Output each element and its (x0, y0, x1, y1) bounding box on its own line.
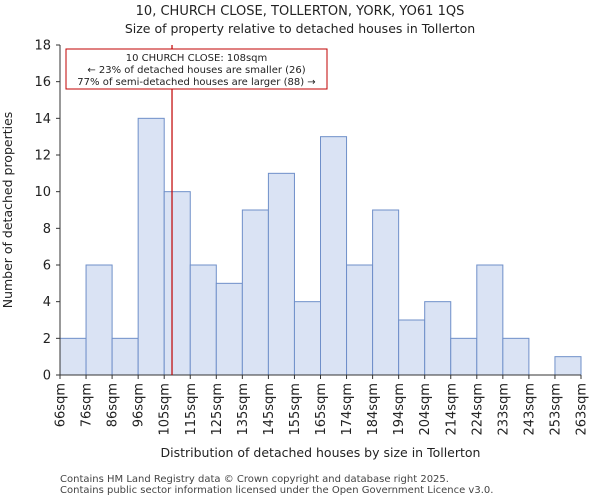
annotation-box (65, 48, 328, 90)
x-tick-label: 66sqm (54, 383, 69, 427)
y-tick-label: 16 (34, 75, 51, 90)
bar (111, 337, 139, 376)
x-tick-label: 204sqm (418, 383, 433, 436)
x-tick-label: 253sqm (548, 383, 563, 436)
footer-copyright: Contains HM Land Registry data © Crown c… (60, 474, 449, 485)
x-tick-label: 96sqm (132, 383, 147, 427)
y-tick-label: 12 (34, 149, 51, 164)
x-tick-label: 76sqm (80, 383, 95, 427)
bar (372, 209, 400, 376)
bar (554, 356, 582, 376)
x-tick-label: 174sqm (340, 383, 355, 436)
chart-subtitle: Size of property relative to detached ho… (124, 21, 476, 36)
x-tick-label: 214sqm (444, 383, 459, 436)
annotation-line-3: 77% of semi-detached houses are larger (… (77, 77, 315, 88)
x-axis-label: Distribution of detached houses by size … (161, 445, 481, 460)
bar (398, 319, 426, 376)
x-tick-label: 145sqm (262, 383, 277, 436)
x-tick-label: 135sqm (236, 383, 251, 436)
bar (85, 264, 113, 376)
x-tick-label: 105sqm (158, 383, 173, 436)
x-tick-label: 263sqm (575, 383, 590, 436)
x-tick-label: 194sqm (392, 383, 407, 436)
bar (293, 301, 322, 376)
y-tick-label: 8 (43, 222, 51, 237)
x-tick-label: 224sqm (470, 383, 485, 436)
bar (502, 337, 530, 376)
y-tick-label: 10 (34, 185, 51, 200)
annotation-line-2: ← 23% of detached houses are smaller (26… (87, 65, 305, 76)
bar (241, 209, 269, 376)
y-tick-label: 14 (34, 112, 51, 127)
bar (450, 337, 478, 376)
bar (215, 282, 243, 376)
x-tick-label: 184sqm (366, 383, 381, 436)
x-tick-label: 86sqm (106, 383, 121, 427)
annotation-line-1: 10 CHURCH CLOSE: 108sqm (126, 53, 268, 64)
x-tick-label: 125sqm (210, 383, 225, 436)
bar (424, 301, 452, 376)
y-tick-label: 18 (34, 39, 51, 54)
chart-title: 10, CHURCH CLOSE, TOLLERTON, YORK, YO61 … (135, 4, 465, 19)
x-tick-label: 233sqm (496, 383, 511, 436)
x-tick-label: 115sqm (184, 383, 199, 436)
x-tick-label: 155sqm (288, 383, 303, 436)
bar (476, 264, 504, 376)
footer-licence: Contains public sector information licen… (60, 485, 494, 496)
y-tick-label: 6 (43, 259, 51, 274)
y-tick-label: 4 (43, 295, 51, 310)
bar (267, 172, 295, 376)
bar (137, 117, 165, 376)
bar (163, 191, 191, 376)
bar (189, 264, 217, 376)
bar (346, 264, 374, 376)
bar (320, 136, 348, 376)
x-tick-label: 243sqm (522, 383, 537, 436)
y-tick-label: 0 (43, 369, 51, 384)
bar (59, 337, 87, 376)
y-axis-label: Number of detached properties (0, 112, 15, 309)
y-tick-label: 2 (43, 332, 51, 347)
x-tick-label: 165sqm (314, 383, 329, 436)
